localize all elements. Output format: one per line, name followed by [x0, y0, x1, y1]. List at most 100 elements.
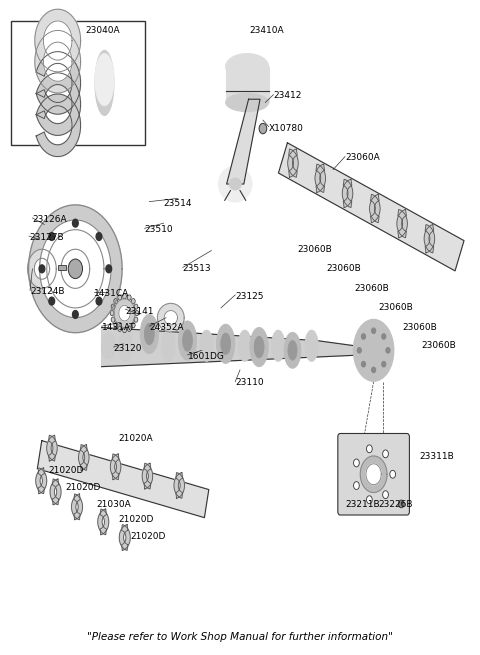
Circle shape [382, 334, 385, 339]
Polygon shape [366, 464, 381, 485]
Ellipse shape [229, 178, 241, 190]
Ellipse shape [353, 320, 394, 381]
Circle shape [134, 317, 138, 322]
Polygon shape [176, 473, 184, 498]
Text: X10780: X10780 [269, 124, 303, 133]
Circle shape [382, 362, 385, 367]
Circle shape [72, 310, 78, 318]
Text: 23311B: 23311B [419, 452, 454, 461]
Text: 21020A: 21020A [118, 434, 153, 443]
Polygon shape [36, 52, 81, 114]
Circle shape [367, 445, 372, 453]
Circle shape [390, 470, 396, 478]
Polygon shape [35, 9, 81, 72]
Ellipse shape [284, 332, 301, 368]
Circle shape [361, 362, 365, 367]
Polygon shape [371, 195, 380, 223]
Polygon shape [52, 479, 61, 505]
Text: 23124B: 23124B [30, 287, 64, 296]
Bar [11, 21, 144, 145]
Circle shape [383, 491, 388, 498]
Polygon shape [43, 21, 72, 60]
Ellipse shape [95, 50, 114, 115]
Circle shape [122, 293, 126, 299]
Polygon shape [81, 445, 89, 470]
Circle shape [118, 295, 121, 300]
Polygon shape [315, 164, 324, 193]
Ellipse shape [221, 333, 231, 354]
Polygon shape [61, 250, 90, 288]
Ellipse shape [250, 328, 268, 367]
Ellipse shape [305, 330, 318, 362]
Circle shape [354, 481, 360, 489]
Polygon shape [316, 164, 325, 193]
Text: 23125: 23125 [235, 291, 264, 301]
Circle shape [111, 317, 115, 322]
Polygon shape [342, 179, 352, 208]
Polygon shape [398, 210, 408, 238]
Circle shape [127, 326, 131, 331]
Polygon shape [29, 205, 122, 333]
Ellipse shape [238, 330, 252, 362]
Circle shape [127, 295, 131, 300]
Polygon shape [74, 494, 83, 519]
Text: 23513: 23513 [183, 265, 211, 273]
Polygon shape [72, 494, 80, 519]
Polygon shape [100, 509, 109, 534]
Text: 23060B: 23060B [355, 284, 389, 293]
Polygon shape [50, 479, 59, 505]
Text: 21020D: 21020D [130, 532, 166, 541]
Polygon shape [397, 210, 407, 238]
Ellipse shape [254, 336, 264, 358]
Circle shape [354, 459, 360, 467]
Ellipse shape [95, 54, 114, 105]
Circle shape [134, 304, 138, 309]
Ellipse shape [200, 330, 213, 362]
Ellipse shape [119, 330, 132, 362]
Text: 24352A: 24352A [149, 323, 184, 332]
Ellipse shape [102, 333, 116, 359]
Circle shape [367, 496, 372, 504]
Circle shape [106, 265, 112, 272]
Text: 23060B: 23060B [297, 245, 332, 253]
Circle shape [372, 367, 375, 373]
Polygon shape [98, 509, 107, 534]
Ellipse shape [182, 329, 192, 351]
Circle shape [49, 233, 55, 240]
Polygon shape [36, 94, 81, 157]
Polygon shape [43, 42, 72, 81]
Polygon shape [38, 468, 47, 494]
Polygon shape [102, 328, 393, 367]
Bar [226, 67, 269, 102]
Circle shape [383, 450, 388, 458]
Polygon shape [119, 525, 128, 550]
Circle shape [118, 326, 121, 331]
Circle shape [358, 348, 361, 353]
Ellipse shape [140, 314, 158, 354]
Text: 23141: 23141 [125, 307, 154, 316]
Circle shape [68, 259, 83, 278]
Text: 21020D: 21020D [118, 515, 154, 525]
Text: 23120: 23120 [114, 344, 142, 353]
Polygon shape [360, 456, 387, 493]
Text: 23211B: 23211B [345, 500, 380, 510]
Text: 1431AT: 1431AT [102, 323, 135, 332]
Circle shape [110, 310, 114, 316]
Text: 23410A: 23410A [250, 26, 284, 35]
Text: 23110: 23110 [235, 379, 264, 388]
Text: 23127B: 23127B [29, 233, 64, 242]
Polygon shape [47, 230, 104, 308]
Bar [58, 265, 66, 270]
Polygon shape [288, 149, 297, 178]
Polygon shape [121, 525, 130, 550]
Circle shape [96, 233, 102, 240]
Text: 23060B: 23060B [378, 303, 413, 312]
Text: 23060A: 23060A [345, 153, 380, 162]
Text: 21020D: 21020D [48, 466, 84, 476]
Text: 23060B: 23060B [402, 323, 437, 332]
Text: 23510: 23510 [144, 225, 173, 234]
Polygon shape [36, 73, 81, 136]
Circle shape [372, 328, 375, 333]
Polygon shape [424, 225, 433, 253]
Polygon shape [35, 258, 49, 279]
